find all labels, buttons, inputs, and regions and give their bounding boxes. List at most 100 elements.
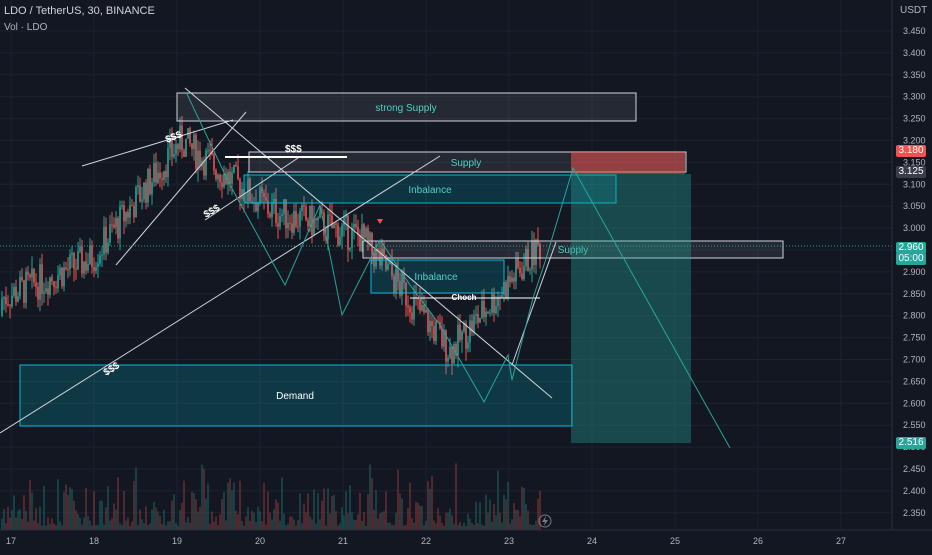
candle-body (405, 282, 407, 306)
candle-body (295, 211, 297, 227)
volume-bar (145, 506, 147, 530)
volume-bar (1, 518, 3, 530)
candle-body (167, 148, 169, 178)
candle-body (135, 187, 137, 218)
candle-body (163, 170, 165, 180)
volume-bar (231, 490, 233, 530)
price-tick-label: 2.900 (903, 267, 926, 277)
candle-body (443, 329, 445, 347)
volume-bar (245, 516, 247, 530)
candle-body (433, 325, 435, 341)
candle-body (347, 215, 349, 250)
volume-bar (335, 511, 337, 530)
candle-body (75, 268, 77, 270)
time-axis[interactable]: 17 18 19 20 21 22 23 24 25 26 27 (6, 536, 846, 546)
volume-bar (367, 494, 369, 530)
candle-body (371, 232, 373, 253)
volume-bar (307, 493, 309, 530)
candle-body (131, 205, 133, 207)
stop-area (571, 152, 685, 174)
volume-bar (351, 512, 353, 530)
price-tick-label: 3.050 (903, 201, 926, 211)
candle-body (381, 248, 383, 266)
price-axis[interactable]: 3.450 3.400 3.350 3.300 3.250 3.200 3.150 3.100… (903, 26, 926, 518)
candle-body (385, 254, 387, 270)
candle-body (515, 258, 517, 282)
price-tick-label: 2.750 (903, 333, 926, 343)
price-tick-label: 2.800 (903, 311, 926, 321)
volume-bar (197, 511, 199, 530)
volume-bar (167, 521, 169, 530)
candle-body (333, 223, 335, 229)
time-tick-label: 27 (836, 536, 846, 546)
volume-bar (517, 509, 519, 530)
candle-body (217, 174, 219, 180)
candle-body (153, 162, 155, 183)
candle-body (441, 328, 443, 347)
volume-bar (173, 494, 175, 530)
volume-legend[interactable]: Vol · LDO (4, 22, 48, 33)
volume-bar (237, 514, 239, 530)
bolt-icon[interactable] (538, 514, 552, 528)
candle-body (145, 182, 147, 203)
candle-body (207, 150, 209, 152)
candle-body (473, 315, 475, 333)
volume-bar (417, 502, 419, 530)
volume-bar (109, 520, 111, 530)
volume-bar (91, 525, 93, 530)
candle-body (171, 139, 173, 157)
candle-body (297, 226, 299, 228)
position-tool[interactable] (571, 152, 691, 443)
candle-body (357, 226, 359, 235)
candle-body (493, 293, 495, 314)
candle-body (403, 273, 405, 283)
volume-bar (491, 521, 493, 530)
candle-body (91, 245, 93, 268)
candle-body (359, 234, 361, 252)
candle-body (303, 205, 305, 207)
volume-bar (535, 520, 537, 530)
candle-body (113, 224, 115, 228)
volume-bar (153, 501, 155, 530)
volume-bar (19, 509, 21, 530)
volume-bar (33, 520, 35, 530)
volume-bar (465, 525, 467, 530)
signal-marker-icon (377, 219, 383, 224)
candle-body (55, 287, 57, 289)
candle-body (7, 303, 9, 305)
volume-bar (133, 480, 135, 530)
volume-bar (415, 501, 417, 530)
candle-body (369, 232, 371, 240)
candle-body (203, 160, 205, 176)
volume-bar (373, 509, 375, 530)
candle-body (37, 286, 39, 300)
symbol-title[interactable]: LDO / TetherUS, 30, BINANCE (4, 5, 155, 17)
candle-body (523, 266, 525, 280)
volume-bar (441, 522, 443, 530)
volume-bar (439, 515, 441, 530)
candle-body (267, 200, 269, 214)
volume-bar (279, 520, 281, 530)
candle-body (505, 281, 507, 299)
volume-bar (507, 481, 509, 530)
volume-bar (129, 525, 131, 530)
volume-bar (479, 502, 481, 530)
volume-bar (463, 522, 465, 530)
candle-body (195, 134, 197, 169)
candle-body (85, 261, 87, 271)
candle-body (123, 205, 125, 222)
candle-body (533, 240, 535, 265)
volume-bar (271, 519, 273, 530)
candle-body (281, 214, 283, 216)
volume-bar (303, 503, 305, 530)
candle-body (9, 304, 11, 307)
candle-body (161, 178, 163, 180)
candle-body (25, 271, 27, 303)
volume-bar (21, 518, 23, 530)
volume-bar (455, 463, 457, 530)
candle-body (423, 305, 425, 313)
candle-body (47, 288, 49, 295)
price-tick-label: 2.450 (903, 464, 926, 474)
